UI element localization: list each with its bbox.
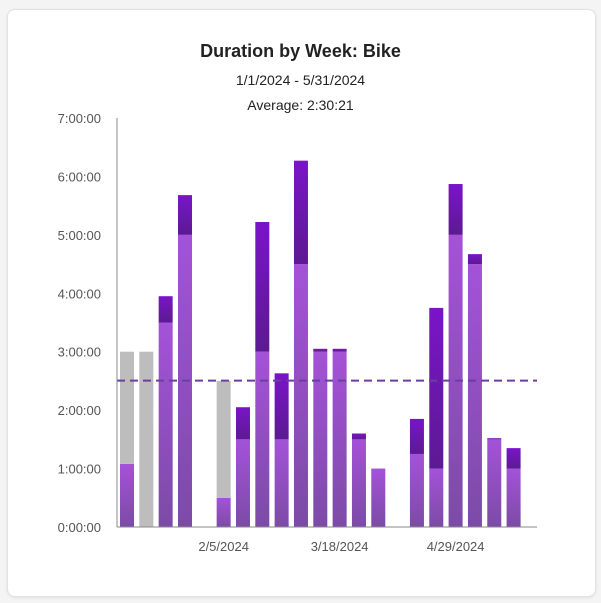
bar-segment-light[interactable] [235, 439, 250, 527]
bar-segment-dark[interactable] [351, 433, 366, 440]
bar-segment-dark[interactable] [409, 418, 424, 454]
bar-segment-dark[interactable] [467, 254, 482, 265]
bar-segment-light[interactable] [467, 264, 482, 527]
bar-segment-planned[interactable] [139, 351, 154, 527]
bar-segment-dark[interactable] [158, 296, 173, 323]
bar-segment-light[interactable] [409, 453, 424, 527]
bar-segment-dark[interactable] [274, 373, 289, 440]
average-label: Average: 2:30:21 [247, 97, 354, 113]
bar-segment-dark[interactable] [235, 407, 250, 440]
bar-segment-dark[interactable] [255, 222, 270, 352]
bar-segment-planned[interactable] [120, 351, 134, 464]
bar-segment-light[interactable] [332, 351, 347, 527]
y-tick-label: 7:00:00 [58, 111, 101, 126]
bar-segment-light[interactable] [255, 351, 270, 527]
y-tick-label: 2:00:00 [58, 403, 101, 418]
bar-segment-light[interactable] [313, 351, 328, 527]
date-range: 1/1/2024 - 5/31/2024 [235, 72, 366, 88]
bar-segment-light[interactable] [429, 468, 444, 527]
x-tick-label: 2/5/2024 [198, 539, 249, 554]
bar-segment-dark[interactable] [293, 160, 308, 265]
bar-segment-dark[interactable] [448, 184, 463, 235]
bar-segment-light[interactable] [216, 497, 231, 527]
bar-segment-dark[interactable] [332, 348, 347, 352]
bar-segment-light[interactable] [351, 439, 366, 527]
bar-segment-dark[interactable] [506, 448, 521, 469]
bar-segment-dark[interactable] [313, 348, 328, 352]
bar-segment-dark[interactable] [429, 307, 444, 469]
bar-segment-dark[interactable] [487, 438, 502, 440]
y-tick-label: 5:00:00 [58, 228, 101, 243]
bar-segment-light[interactable] [274, 439, 289, 527]
bar-segment-planned[interactable] [216, 380, 231, 498]
y-tick-label: 3:00:00 [58, 345, 101, 360]
bar-segment-light[interactable] [487, 439, 502, 527]
bar-segment-light[interactable] [293, 264, 308, 527]
bar-segment-dark[interactable] [177, 195, 192, 235]
x-tick-label: 3/18/2024 [311, 539, 369, 554]
bar-segment-light[interactable] [120, 463, 134, 527]
y-tick-label: 0:00:00 [58, 520, 101, 535]
x-tick-label: 4/29/2024 [427, 539, 485, 554]
y-tick-label: 1:00:00 [58, 462, 101, 477]
y-tick-label: 6:00:00 [58, 169, 101, 184]
chart-title: Duration by Week: Bike [200, 41, 401, 61]
bar-segment-light[interactable] [158, 322, 173, 528]
bar-segment-light[interactable] [506, 468, 521, 527]
bar-segment-light[interactable] [371, 468, 386, 527]
y-tick-label: 4:00:00 [58, 286, 101, 301]
